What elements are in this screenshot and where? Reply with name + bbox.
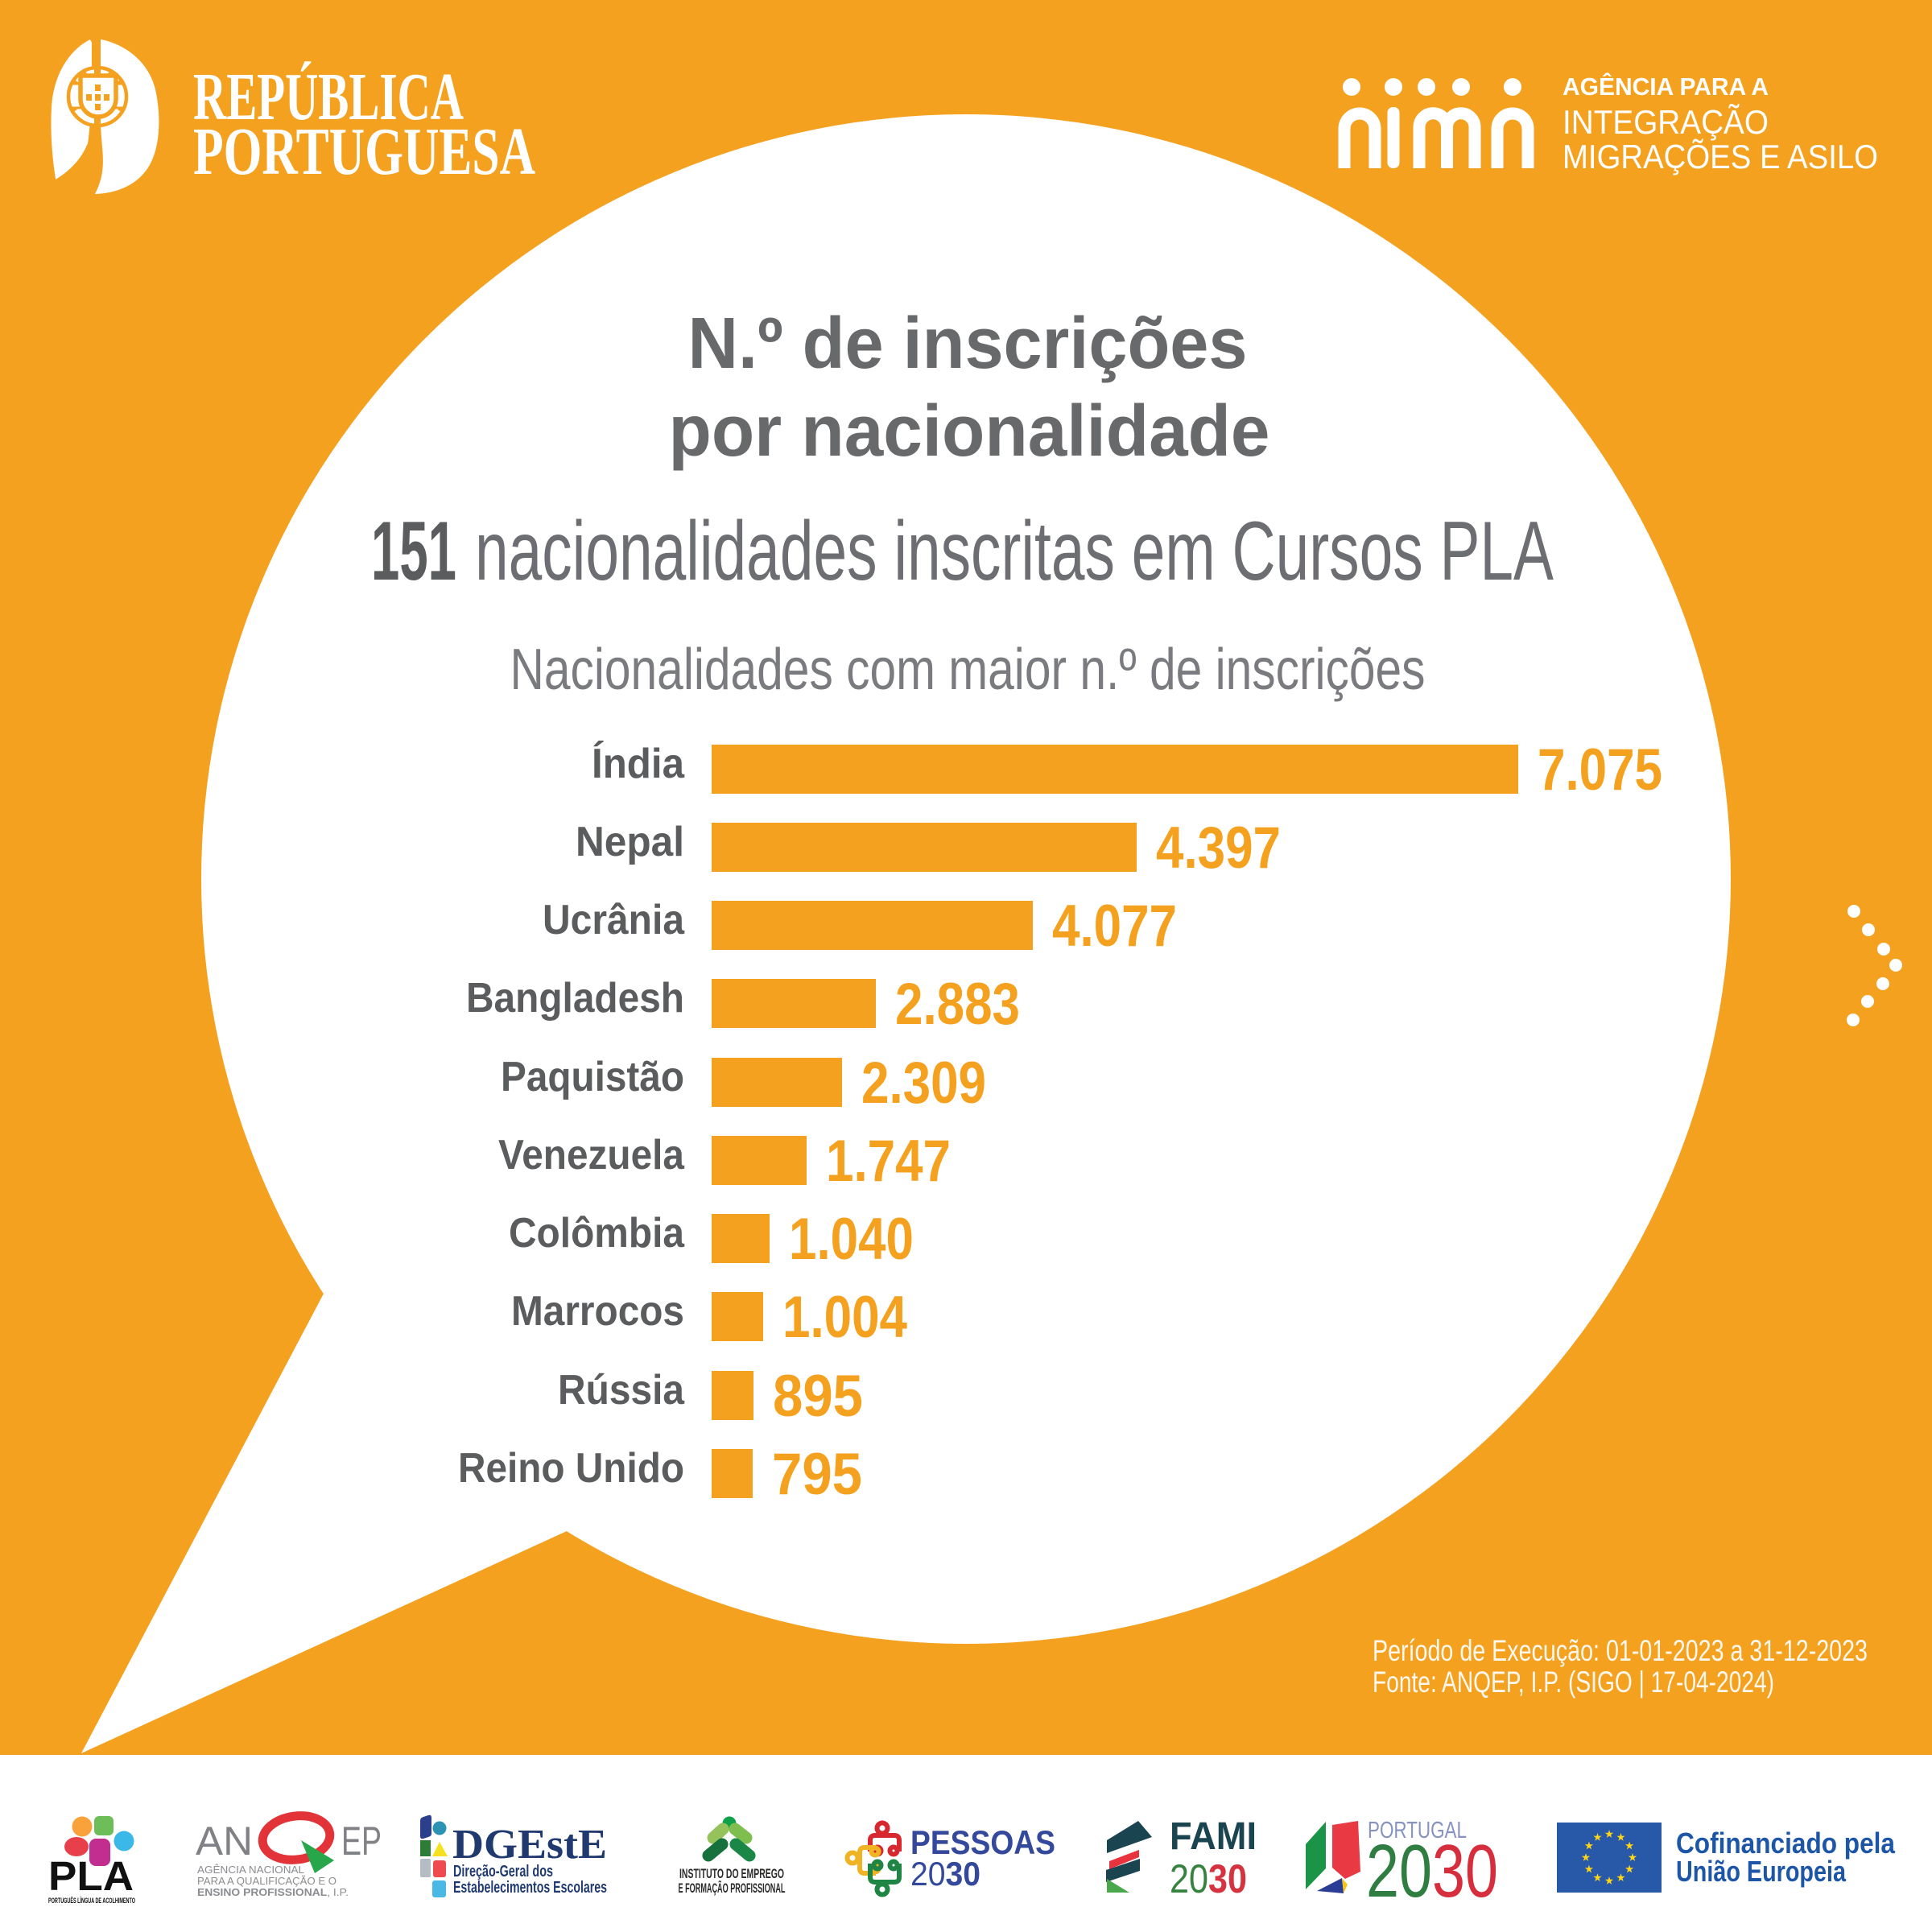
svg-text:AN: AN xyxy=(196,1818,253,1864)
svg-text:4.397: 4.397 xyxy=(1156,815,1281,881)
svg-text:MIGRAÇÕES E ASILO: MIGRAÇÕES E ASILO xyxy=(1563,138,1878,175)
svg-text:Rússia: Rússia xyxy=(558,1367,685,1414)
svg-text:E FORMAÇÃO PROFISSIONAL: E FORMAÇÃO PROFISSIONAL xyxy=(679,1880,786,1896)
svg-text:1.040: 1.040 xyxy=(789,1207,914,1272)
svg-text:Ucrânia: Ucrânia xyxy=(543,897,685,943)
svg-text:PORTUGAL: PORTUGAL xyxy=(1368,1818,1467,1843)
svg-text:PORTUGUÊS LÍNGUA DE ACOLHIMENT: PORTUGUÊS LÍNGUA DE ACOLHIMENTO xyxy=(48,1896,135,1905)
svg-text:PARA A QUALIFICAÇÃO E O: PARA A QUALIFICAÇÃO E O xyxy=(197,1875,336,1887)
svg-text:Nacionalidades com maior n.º d: Nacionalidades com maior n.º de inscriçõ… xyxy=(510,638,1426,702)
svg-text:Marrocos: Marrocos xyxy=(511,1288,684,1335)
svg-text:FAMI: FAMI xyxy=(1170,1815,1257,1858)
svg-text:2030: 2030 xyxy=(1366,1829,1498,1913)
svg-text:REPÚBLICA: REPÚBLICA xyxy=(193,60,464,134)
svg-text:Venezuela: Venezuela xyxy=(498,1132,685,1179)
svg-text:Nepal: Nepal xyxy=(576,819,684,865)
svg-text:INSTITUTO DO EMPREGO: INSTITUTO DO EMPREGO xyxy=(679,1866,784,1881)
svg-text:Colômbia: Colômbia xyxy=(509,1210,685,1257)
svg-text:PLA: PLA xyxy=(48,1853,134,1899)
svg-text:1.004: 1.004 xyxy=(782,1285,907,1350)
svg-text:Índia: Índia xyxy=(592,741,685,787)
svg-text:INTEGRAÇÃO: INTEGRAÇÃO xyxy=(1563,103,1769,141)
svg-text:AGÊNCIA NACIONAL: AGÊNCIA NACIONAL xyxy=(197,1864,304,1876)
svg-text:2.309: 2.309 xyxy=(861,1051,986,1116)
svg-text:DGEstE: DGEstE xyxy=(452,1822,607,1868)
svg-text:Direção-Geral dos: Direção-Geral dos xyxy=(453,1863,553,1880)
svg-text:151: 151 xyxy=(371,505,456,598)
svg-text:Estabelecimentos Escolares: Estabelecimentos Escolares xyxy=(453,1879,607,1897)
svg-text:nacionalidades inscritas em Cu: nacionalidades inscritas em Cursos PLA xyxy=(475,505,1554,598)
svg-text:Reino Unido: Reino Unido xyxy=(458,1445,684,1492)
svg-text:Cofinanciado pela: Cofinanciado pela xyxy=(1676,1827,1896,1860)
svg-text:N.º de inscrições: N.º de inscrições xyxy=(688,303,1248,384)
svg-text:Paquistão: Paquistão xyxy=(501,1054,684,1100)
svg-text:AGÊNCIA PARA A: AGÊNCIA PARA A xyxy=(1563,72,1769,101)
svg-text:7.075: 7.075 xyxy=(1538,737,1662,803)
svg-text:895: 895 xyxy=(773,1364,863,1429)
svg-text:PESSOAS: PESSOAS xyxy=(910,1823,1055,1861)
svg-text:2.883: 2.883 xyxy=(895,972,1020,1037)
svg-text:EP: EP xyxy=(341,1818,382,1864)
svg-text:Bangladesh: Bangladesh xyxy=(466,975,684,1022)
svg-text:por nacionalidade: por nacionalidade xyxy=(669,391,1270,472)
svg-text:1.747: 1.747 xyxy=(826,1129,951,1194)
svg-text:PORTUGUESA: PORTUGUESA xyxy=(193,114,535,189)
svg-text:Fonte: ANQEP, I.P. (SIGO | 17-: Fonte: ANQEP, I.P. (SIGO | 17-04-2024) xyxy=(1373,1666,1774,1699)
svg-text:ENSINO PROFISSIONAL, I.P.: ENSINO PROFISSIONAL, I.P. xyxy=(197,1886,349,1898)
svg-text:795: 795 xyxy=(772,1442,862,1507)
svg-text:Período de Execução: 01-01-202: Período de Execução: 01-01-2023 a 31-12-… xyxy=(1373,1634,1868,1667)
svg-text:União Europeia: União Europeia xyxy=(1676,1855,1847,1888)
svg-text:2030: 2030 xyxy=(910,1855,980,1893)
svg-text:4.077: 4.077 xyxy=(1052,894,1177,959)
svg-text:2030: 2030 xyxy=(1170,1856,1247,1901)
